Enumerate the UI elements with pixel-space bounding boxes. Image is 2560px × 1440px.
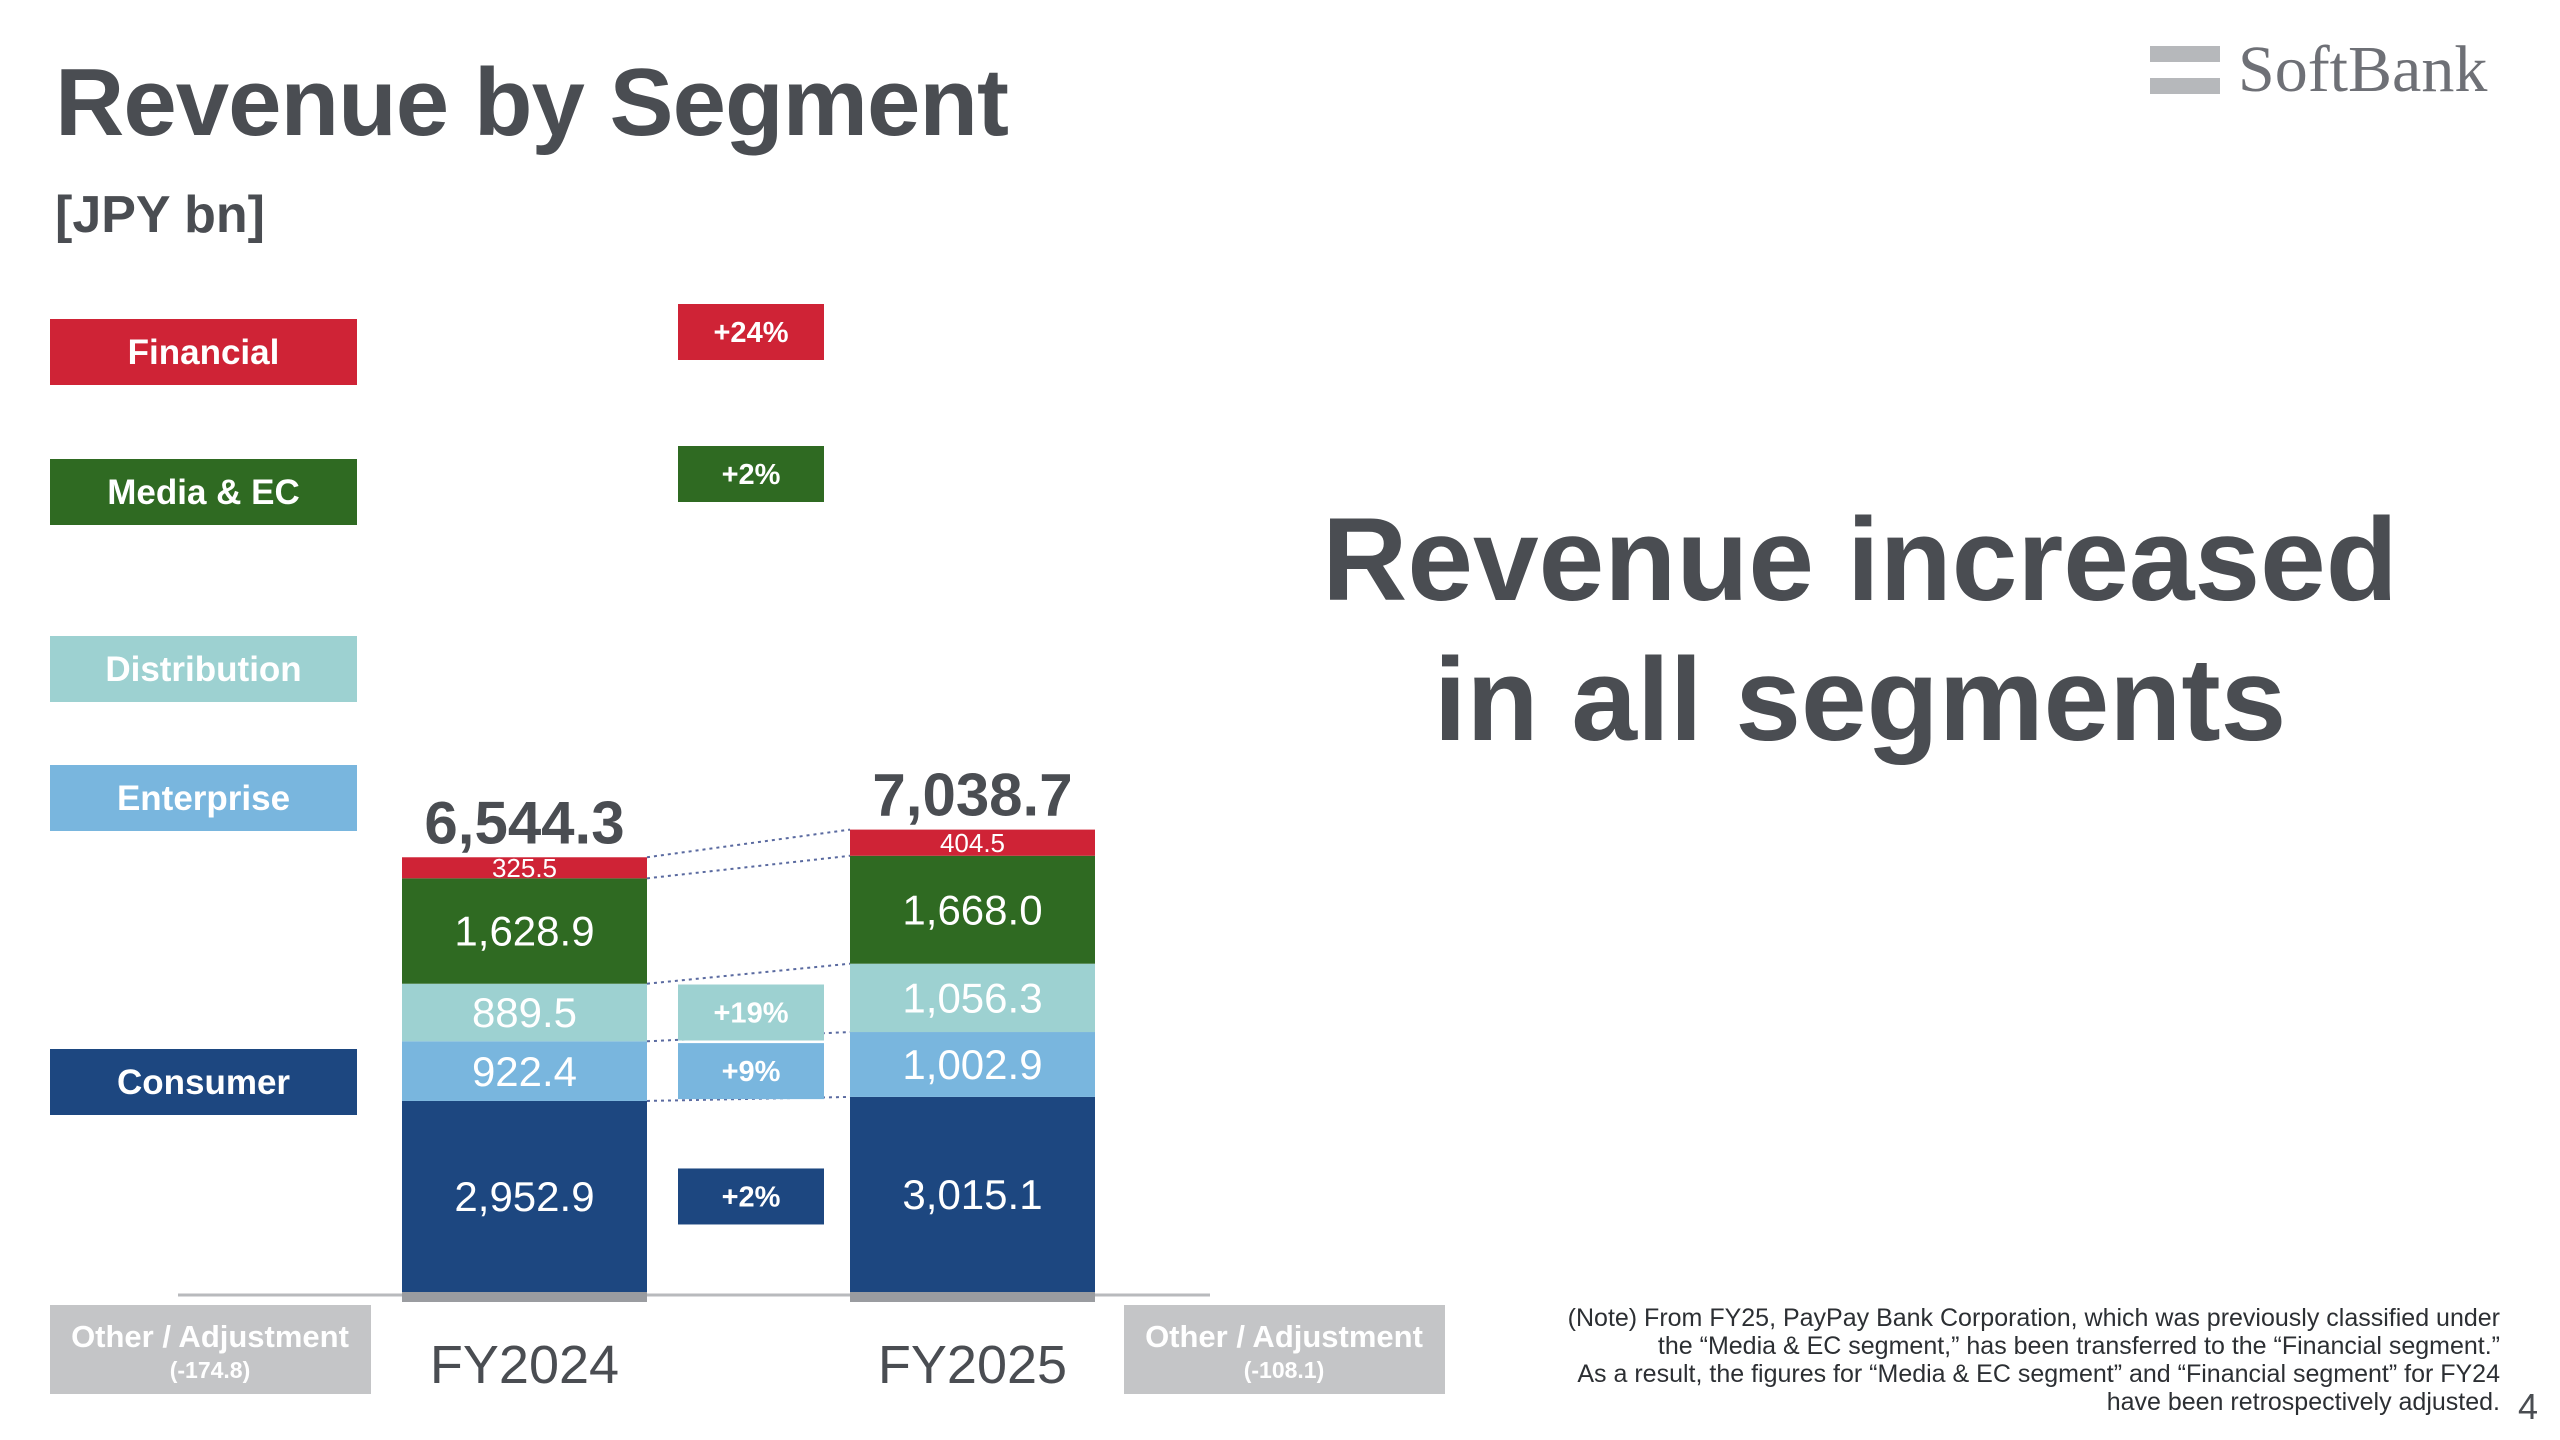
logo-bars-icon xyxy=(2150,42,2220,98)
legend-label-consumer: Consumer xyxy=(117,1063,290,1102)
growth-badge-media-ec xyxy=(678,446,824,502)
adjustment-value-2: (-108.1) xyxy=(1244,1357,1325,1383)
legend-financial xyxy=(50,319,357,385)
softbank-logo: SoftBank xyxy=(2150,33,2510,108)
data-label-consumer-fy2024: 2,952.9 xyxy=(454,1173,594,1220)
headline-line-2: in all segments xyxy=(1433,634,2287,766)
adjustment-box-2 xyxy=(1124,1305,1445,1394)
footnote-line-4: have been retrospectively adjusted. xyxy=(2106,1388,2500,1416)
legend-label-media-ec: Media & EC xyxy=(107,473,300,512)
legend-label-enterprise: Enterprise xyxy=(117,779,290,818)
bar-media-ec-fy2025 xyxy=(850,855,1095,964)
bar-financial-fy2025 xyxy=(850,829,1095,856)
bar-distribution-fy2024 xyxy=(402,983,647,1042)
data-label-consumer-fy2025: 3,015.1 xyxy=(902,1171,1042,1218)
adjustment-value-1: (-174.8) xyxy=(170,1357,251,1383)
legend-enterprise xyxy=(50,765,357,831)
growth-badge-financial xyxy=(678,304,824,360)
growth-badge-consumer xyxy=(678,1168,824,1225)
growth-label-distribution: +19% xyxy=(714,997,789,1029)
data-label-distribution-fy2025: 1,056.3 xyxy=(902,975,1042,1022)
growth-badge-enterprise xyxy=(678,1043,824,1100)
growth-label-consumer: +2% xyxy=(722,1181,781,1213)
growth-badge-distribution xyxy=(678,984,824,1041)
bar-base-fy2024 xyxy=(402,1292,647,1302)
data-label-media-ec-fy2024: 1,628.9 xyxy=(454,908,594,955)
footnote: (Note) From FY25, PayPay Bank Corporatio… xyxy=(1300,1304,2500,1416)
bar-consumer-fy2025 xyxy=(850,1096,1095,1292)
x-tick-label-fy2025: FY2025 xyxy=(878,1335,1067,1395)
growth-label-enterprise: +9% xyxy=(722,1056,781,1088)
connector-financial xyxy=(646,828,851,859)
bar-financial-fy2024 xyxy=(402,857,647,879)
adjustment-box-1 xyxy=(50,1305,371,1394)
adjustment-label-1: Other / Adjustment xyxy=(71,1319,349,1354)
page-title: Revenue by Segment xyxy=(55,49,1009,156)
headline: Revenue increased in all segments xyxy=(1260,490,2460,770)
bar-media-ec-fy2024 xyxy=(402,878,647,984)
connector-distribution xyxy=(646,962,851,985)
data-label-media-ec-fy2025: 1,668.0 xyxy=(902,886,1042,933)
data-label-financial-fy2025: 404.5 xyxy=(940,828,1005,858)
data-label-enterprise-fy2025: 1,002.9 xyxy=(902,1041,1042,1088)
legend-consumer xyxy=(50,1049,357,1115)
data-label-enterprise-fy2024: 922.4 xyxy=(472,1048,577,1095)
bar-enterprise-fy2025 xyxy=(850,1032,1095,1097)
footnote-line-2: the “Media & EC segment,” has been trans… xyxy=(1657,1332,2500,1360)
x-tick-label-fy2024: FY2024 xyxy=(430,1335,619,1395)
data-label-financial-fy2024: 325.5 xyxy=(492,853,557,883)
connector-media-ec xyxy=(646,854,851,880)
bar-consumer-fy2024 xyxy=(402,1100,647,1292)
bar-base-fy2025 xyxy=(850,1292,1095,1302)
growth-label-financial: +24% xyxy=(714,317,789,349)
logo-text: SoftBank xyxy=(2238,33,2488,106)
unit-label: [JPY bn] xyxy=(55,186,265,244)
total-label-fy2024: 6,544.3 xyxy=(424,789,624,856)
legend-distribution xyxy=(50,636,357,702)
data-label-distribution-fy2024: 889.5 xyxy=(472,989,577,1036)
growth-label-media-ec: +2% xyxy=(722,459,781,491)
headline-line-1: Revenue increased xyxy=(1322,494,2398,626)
footnote-line-3: As a result, the figures for “Media & EC… xyxy=(1577,1360,2500,1388)
legend-media-ec xyxy=(50,459,357,525)
total-label-fy2025: 7,038.7 xyxy=(872,762,1072,829)
legend-label-distribution: Distribution xyxy=(105,650,301,689)
footnote-line-1: (Note) From FY25, PayPay Bank Corporatio… xyxy=(1567,1304,2500,1332)
legend-label-financial: Financial xyxy=(128,333,280,372)
adjustment-label-2: Other / Adjustment xyxy=(1145,1319,1423,1354)
bar-enterprise-fy2024 xyxy=(402,1041,647,1101)
bar-distribution-fy2025 xyxy=(850,963,1095,1033)
page-number: 4 xyxy=(2518,1386,2539,1427)
